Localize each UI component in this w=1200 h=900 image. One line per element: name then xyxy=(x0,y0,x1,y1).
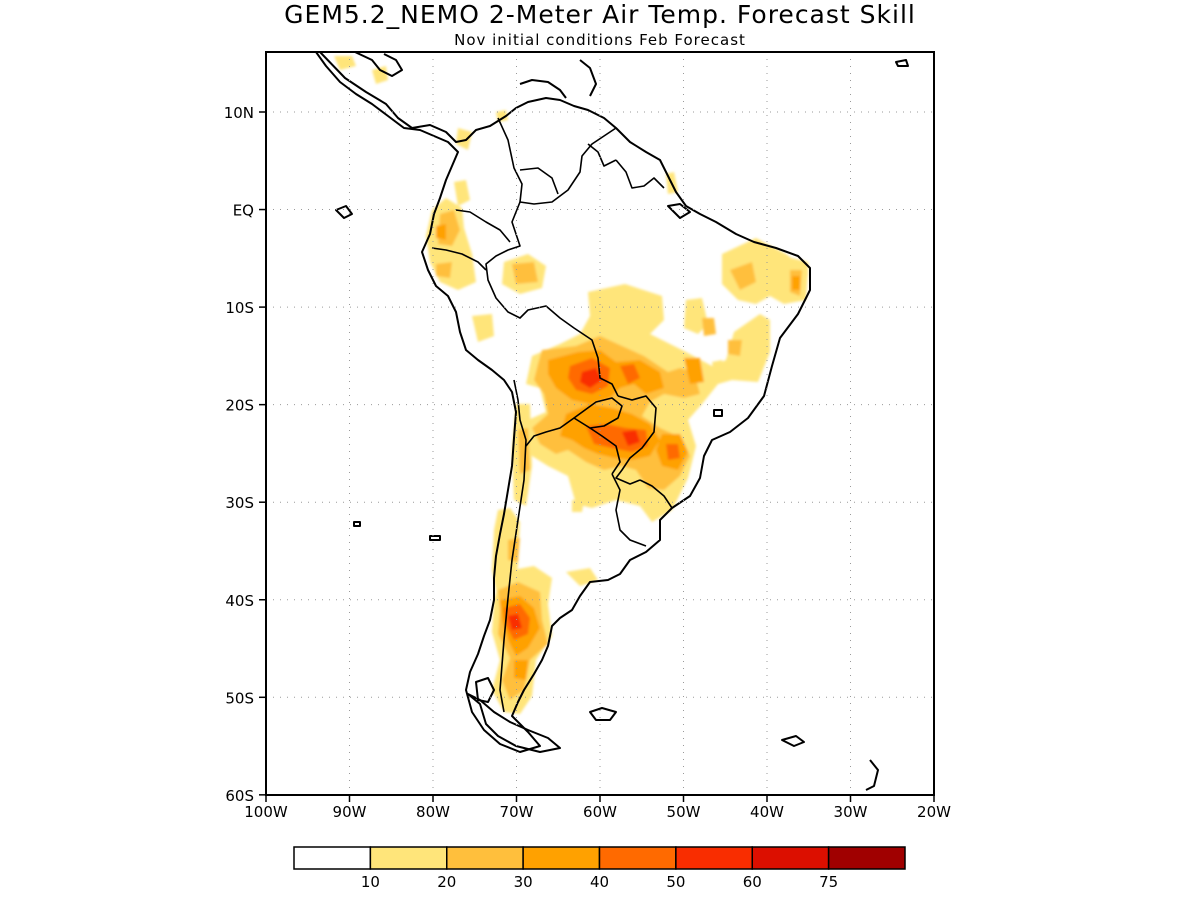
lat-tick-label: 20S xyxy=(225,397,254,415)
coastlines xyxy=(315,52,909,791)
map-plot-area xyxy=(266,52,934,795)
lat-tick-label: 60S xyxy=(225,787,254,805)
map-frame xyxy=(265,51,935,796)
lon-tick-label: 70W xyxy=(500,803,534,821)
colorbar-swatch xyxy=(751,846,830,870)
map-subtitle: Nov initial conditions Feb Forecast xyxy=(454,31,746,49)
map-title: GEM5.2_NEMO 2-Meter Air Temp. Forecast S… xyxy=(284,0,916,29)
lon-tick-label: 90W xyxy=(333,803,367,821)
lat-tick-label: 10S xyxy=(225,299,254,317)
lat-tick-label: EQ xyxy=(233,202,254,220)
colorbar-swatch xyxy=(522,846,601,870)
colorbar-label: 30 xyxy=(514,873,533,891)
graticule xyxy=(266,52,934,795)
country-borders xyxy=(431,117,673,713)
colorbar-swatch xyxy=(293,846,372,870)
colorbar-label: 75 xyxy=(819,873,838,891)
colorbar-swatch xyxy=(446,846,524,870)
colorbar-swatch xyxy=(598,846,677,870)
lon-tick-label: 100W xyxy=(244,803,288,821)
lon-tick-label: 80W xyxy=(416,803,450,821)
lon-tick-label: 30W xyxy=(834,803,868,821)
lon-tick-label: 60W xyxy=(583,803,617,821)
lat-tick-label: 50S xyxy=(225,689,254,707)
skill-level-50-60 xyxy=(508,368,640,630)
colorbar: 10 20 30 40 50 60 75 xyxy=(293,846,906,891)
colorbar-label: 20 xyxy=(437,873,456,891)
lat-tick-label: 40S xyxy=(225,592,254,610)
colorbar-swatch xyxy=(675,846,753,870)
lat-tick-label: 10N xyxy=(224,104,254,122)
colorbar-swatch xyxy=(369,846,448,870)
lon-tick-label: 50W xyxy=(667,803,701,821)
colorbar-label: 40 xyxy=(590,873,609,891)
colorbar-label: 10 xyxy=(361,873,380,891)
colorbar-label: 50 xyxy=(666,873,685,891)
colorbar-label: 60 xyxy=(743,873,762,891)
lon-tick-label: 20W xyxy=(917,803,951,821)
colorbar-swatch xyxy=(827,846,906,870)
lat-tick-label: 30S xyxy=(225,494,254,512)
skill-shading xyxy=(334,56,808,714)
lon-tick-label: 40W xyxy=(750,803,784,821)
